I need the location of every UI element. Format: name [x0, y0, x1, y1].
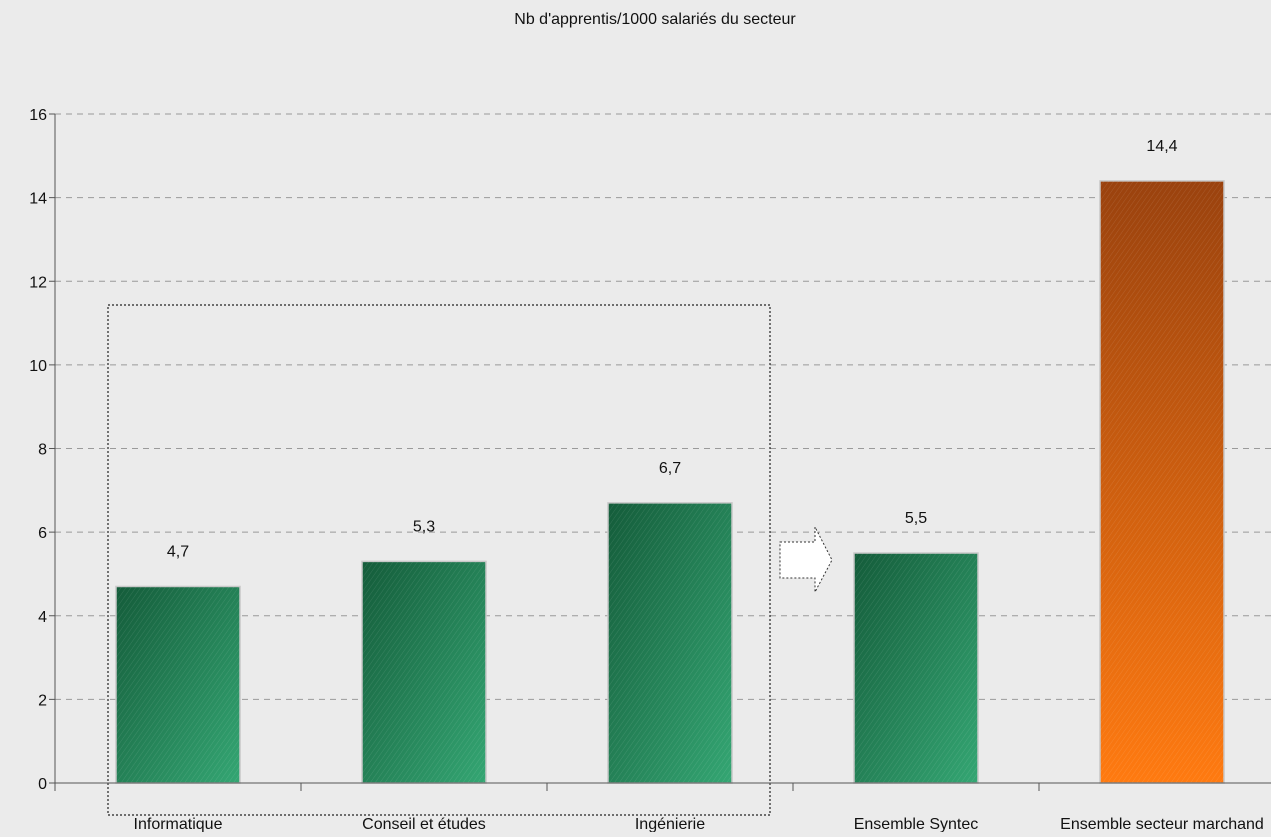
x-category-label: Ensemble Syntec [854, 816, 979, 832]
category-labels: Informatique Conseil et études Ingénierie E… [134, 816, 1264, 833]
x-category-label: Informatique [134, 816, 223, 832]
data-label: 14,4 [1146, 138, 1177, 155]
y-tick-label: 0 [38, 776, 47, 793]
x-category-label: Conseil et études [362, 816, 486, 832]
y-tick-label: 6 [38, 525, 47, 542]
y-tick-label: 8 [38, 442, 47, 459]
bar-texture [362, 561, 486, 783]
axes [54, 114, 1271, 791]
annotations [107, 304, 833, 816]
y-axis-ticks: 0 2 4 6 8 10 12 14 16 [29, 107, 55, 793]
y-tick-label: 4 [38, 609, 47, 626]
bar-texture [608, 502, 732, 783]
y-tick-label: 10 [29, 358, 47, 375]
bar-texture [854, 553, 978, 783]
x-category-label: Ensemble secteur marchand [1060, 816, 1264, 832]
x-category-label: Ingénierie [635, 816, 705, 832]
data-label: 6,7 [659, 460, 681, 477]
data-label: 4,7 [167, 543, 189, 560]
y-tick-label: 2 [38, 692, 47, 709]
bar-texture [1100, 180, 1224, 783]
y-tick-label: 16 [29, 107, 47, 124]
group-box [107, 304, 771, 816]
chart-title: Nb d'apprentis/1000 salariés du secteur [514, 11, 796, 28]
arrow-shape [779, 526, 833, 593]
y-tick-label: 14 [29, 191, 47, 208]
bars: 4,7 5,3 6,7 5,5 14,4 [115, 138, 1225, 784]
y-tick-label: 12 [29, 274, 47, 291]
bar-texture [116, 586, 240, 783]
data-label: 5,3 [413, 518, 435, 535]
data-label: 5,5 [905, 510, 927, 527]
